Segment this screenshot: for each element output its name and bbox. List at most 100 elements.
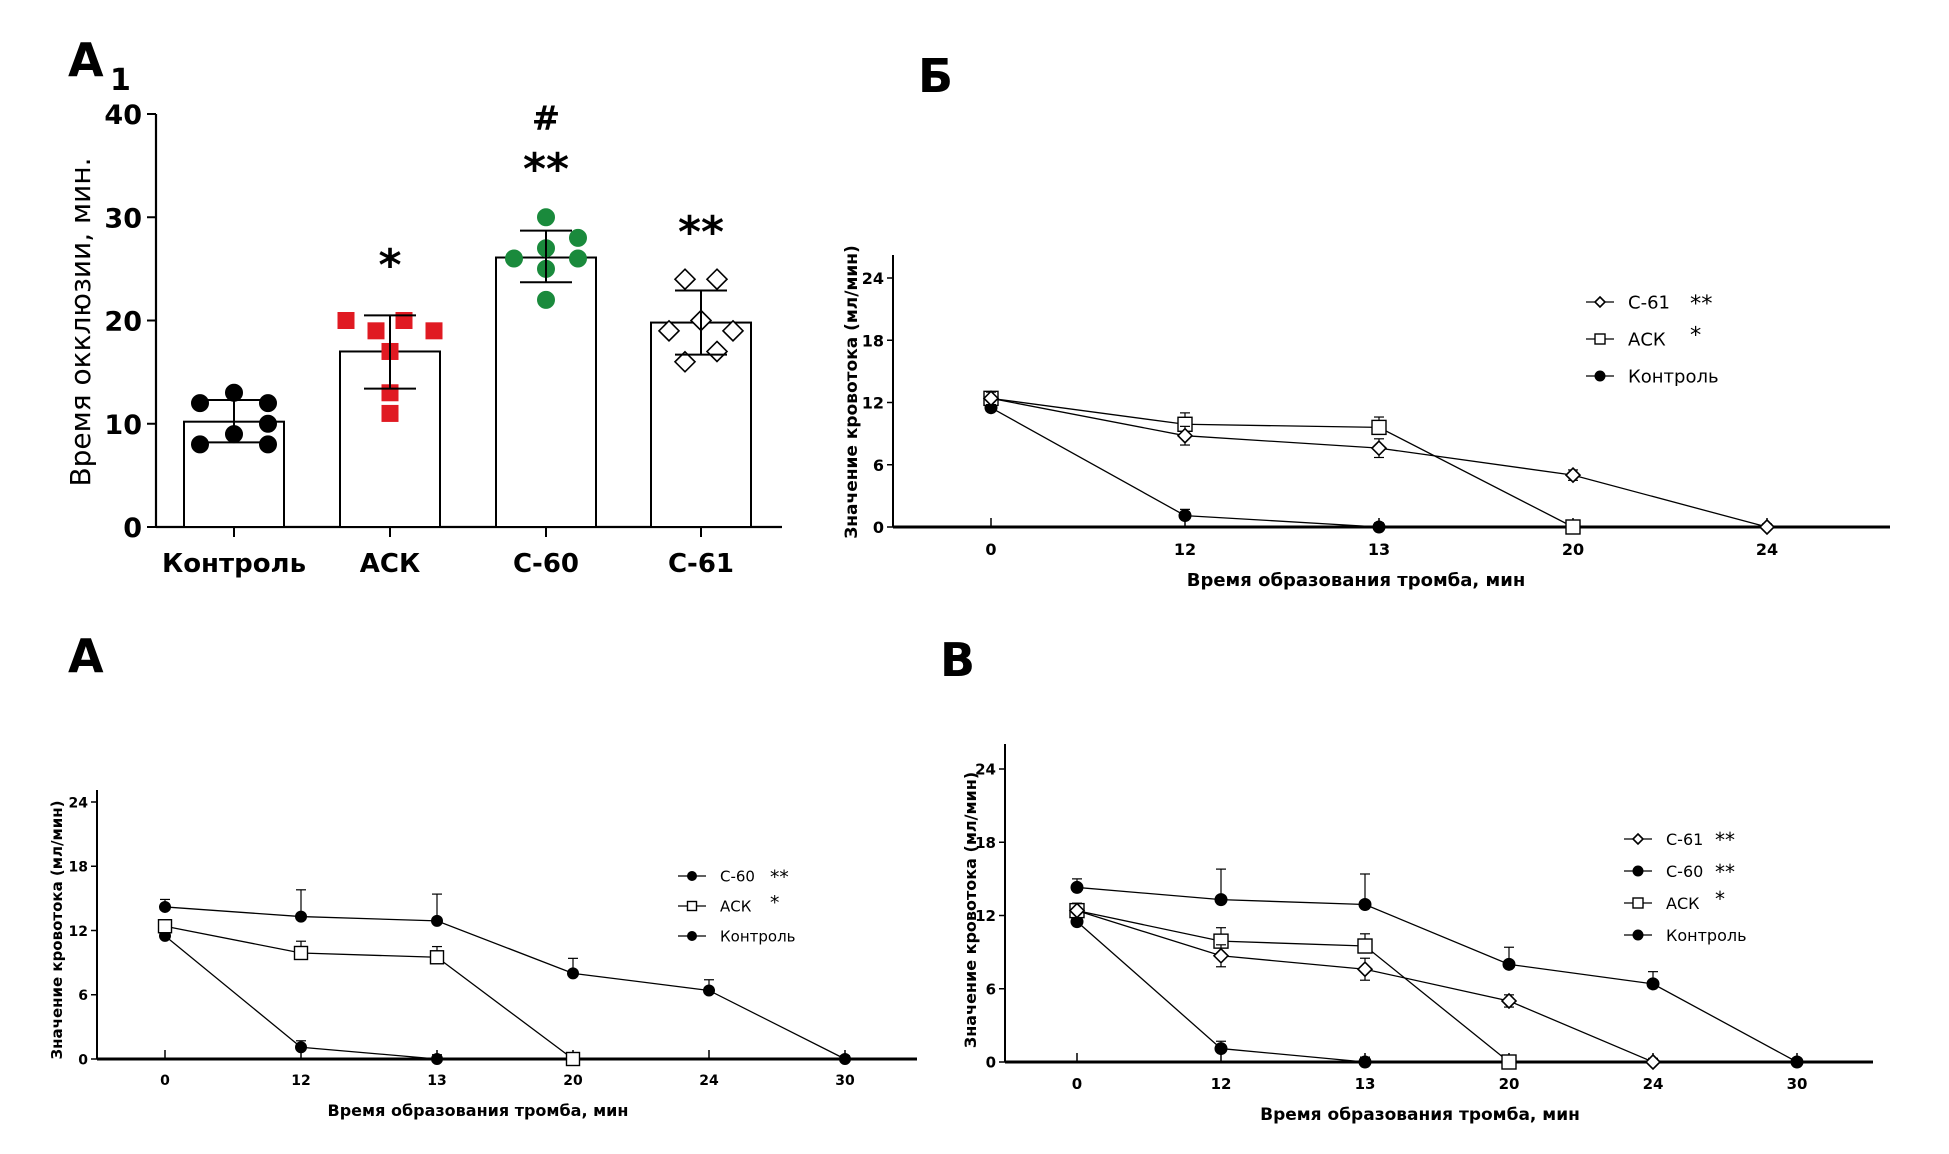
b-cyr-data-point bbox=[1564, 466, 1582, 484]
a-legend-significance: * bbox=[770, 893, 779, 914]
b-cyr-y-axis-title: Значение кровотока (мл/мин) bbox=[842, 245, 862, 539]
v-legend-marker bbox=[1632, 865, 1644, 877]
a1-data-point bbox=[225, 383, 243, 402]
b-cyr-legend-significance: * bbox=[1690, 323, 1701, 349]
a1-data-point bbox=[569, 249, 587, 268]
b-cyr-data-point bbox=[1176, 427, 1194, 444]
a1-data-point bbox=[657, 319, 681, 342]
b-cyr-legend-label: С-61 bbox=[1628, 292, 1670, 313]
v-data-point bbox=[1502, 957, 1516, 971]
a-legend-label: С-60 bbox=[720, 867, 755, 885]
b-cyr-x-axis-title: Время образования тромба, мин bbox=[1187, 570, 1526, 591]
a1-significance-hash: # bbox=[532, 99, 561, 139]
a1-data-point bbox=[191, 435, 209, 454]
b-cyr-x-tick-label: 20 bbox=[1562, 540, 1584, 559]
panel-label-a1-subscript: 1 bbox=[110, 63, 131, 98]
b-cyr-data-point bbox=[1370, 440, 1388, 457]
v-data-point bbox=[1500, 992, 1518, 1010]
b-cyr-x-tick-label: 12 bbox=[1174, 540, 1196, 559]
panel-label-b-cyr: Б bbox=[918, 49, 953, 103]
v-legend-label: Контроль bbox=[1666, 926, 1747, 945]
a1-y-axis-title: Время окклюзии, мин. bbox=[64, 157, 97, 486]
panel-label-a: А bbox=[68, 629, 104, 683]
a-y-tick-label: 18 bbox=[69, 860, 88, 876]
v-data-point bbox=[1644, 1053, 1662, 1071]
v-x-tick-label: 13 bbox=[1355, 1075, 1376, 1093]
a1-data-point bbox=[705, 340, 729, 363]
b-cyr-y-tick-label: 0 bbox=[873, 518, 884, 537]
a1-data-point bbox=[705, 268, 729, 291]
a1-x-tick-label: Контроль bbox=[162, 549, 306, 579]
a1-data-point bbox=[259, 435, 277, 454]
a1-data-point bbox=[337, 312, 355, 329]
b-cyr-data-point bbox=[1371, 419, 1387, 436]
v-x-tick-label: 24 bbox=[1643, 1075, 1664, 1093]
a-data-point bbox=[295, 1041, 307, 1054]
a-y-axis-title: Значение кровотока (мл/мин) bbox=[48, 801, 66, 1060]
a-data-point bbox=[839, 1053, 851, 1065]
panel-a1: А 1 Время окклюзии, мин. 0 10 20 30 40 Контро… bbox=[64, 33, 782, 579]
b-cyr-series-line bbox=[990, 397, 1574, 528]
a-legend-marker bbox=[686, 900, 698, 912]
panel-a: А Значение кровотока (мл/мин) Время обра… bbox=[48, 629, 917, 1120]
a1-data-point bbox=[673, 350, 697, 373]
v-y-tick-label: 0 bbox=[986, 1054, 996, 1072]
a1-y-tick-label: 0 bbox=[123, 513, 142, 544]
a1-y-tick-label: 10 bbox=[104, 410, 142, 441]
v-x-tick-label: 20 bbox=[1499, 1075, 1520, 1093]
a1-bar bbox=[495, 256, 597, 528]
v-data-point bbox=[1068, 902, 1086, 919]
a1-data-point bbox=[259, 394, 277, 413]
a1-data-point bbox=[259, 414, 277, 433]
a1-data-point bbox=[191, 394, 209, 413]
b-cyr-y-tick-label: 24 bbox=[862, 269, 884, 288]
a1-data-point bbox=[367, 322, 385, 340]
v-series-line bbox=[1076, 909, 1510, 1063]
a1-y-tick-label: 40 bbox=[104, 100, 142, 131]
a1-data-point bbox=[425, 322, 443, 340]
a-y-tick-label: 24 bbox=[69, 795, 89, 811]
panel-label-v: В bbox=[940, 633, 975, 687]
b-cyr-legend-marker bbox=[1594, 333, 1606, 345]
v-series-line bbox=[1076, 886, 1798, 1063]
v-y-tick-label: 24 bbox=[975, 761, 996, 779]
a-data-point bbox=[429, 950, 445, 965]
a-data-point bbox=[567, 967, 579, 980]
a-x-tick-label: 24 bbox=[699, 1073, 719, 1089]
a-legend-significance: ** bbox=[770, 868, 789, 889]
a-data-point bbox=[157, 919, 173, 934]
v-data-point bbox=[1357, 938, 1373, 954]
a-y-tick-label: 12 bbox=[69, 924, 88, 940]
v-y-tick-label: 6 bbox=[986, 980, 996, 998]
a-legend-label: Контроль bbox=[720, 927, 796, 945]
a-plot-area: 0 6 12 18 24 0 12 13 20 24 30 С-60 ** АСК * Контроль bbox=[69, 790, 917, 1089]
v-data-point bbox=[1646, 977, 1660, 991]
a1-significance-marker: ** bbox=[678, 207, 724, 258]
a1-data-point bbox=[505, 249, 523, 268]
a1-data-point bbox=[673, 268, 697, 291]
a-x-axis-title: Время образования тромба, мин bbox=[328, 1101, 629, 1120]
a-data-point bbox=[431, 914, 443, 927]
a1-data-point bbox=[537, 290, 555, 309]
v-data-point bbox=[1358, 898, 1372, 912]
a-legend-label: АСК bbox=[720, 897, 752, 915]
v-data-point bbox=[1212, 947, 1230, 964]
a-data-point bbox=[293, 945, 309, 961]
a1-y-tick-label: 20 bbox=[104, 307, 142, 338]
b-cyr-y-tick-label: 6 bbox=[873, 456, 884, 475]
b-cyr-legend-marker bbox=[1593, 295, 1607, 309]
v-legend-marker bbox=[1632, 897, 1644, 909]
a-x-tick-label: 13 bbox=[427, 1073, 446, 1089]
a1-x-tick-label: С-60 bbox=[513, 549, 579, 579]
a1-data-point bbox=[381, 404, 399, 422]
v-legend-marker bbox=[1631, 832, 1645, 846]
b-cyr-legend-label: АСК bbox=[1628, 329, 1666, 350]
v-x-axis-title: Время образования тромба, мин bbox=[1260, 1105, 1580, 1125]
a1-significance-marker: ** bbox=[523, 144, 569, 195]
v-data-point bbox=[1358, 1055, 1372, 1069]
a-series-line bbox=[164, 906, 846, 1060]
v-y-tick-label: 12 bbox=[975, 907, 996, 925]
v-x-tick-label: 0 bbox=[1072, 1075, 1082, 1093]
b-cyr-x-tick-label: 24 bbox=[1756, 540, 1778, 559]
b-cyr-x-tick-label: 0 bbox=[985, 540, 996, 559]
